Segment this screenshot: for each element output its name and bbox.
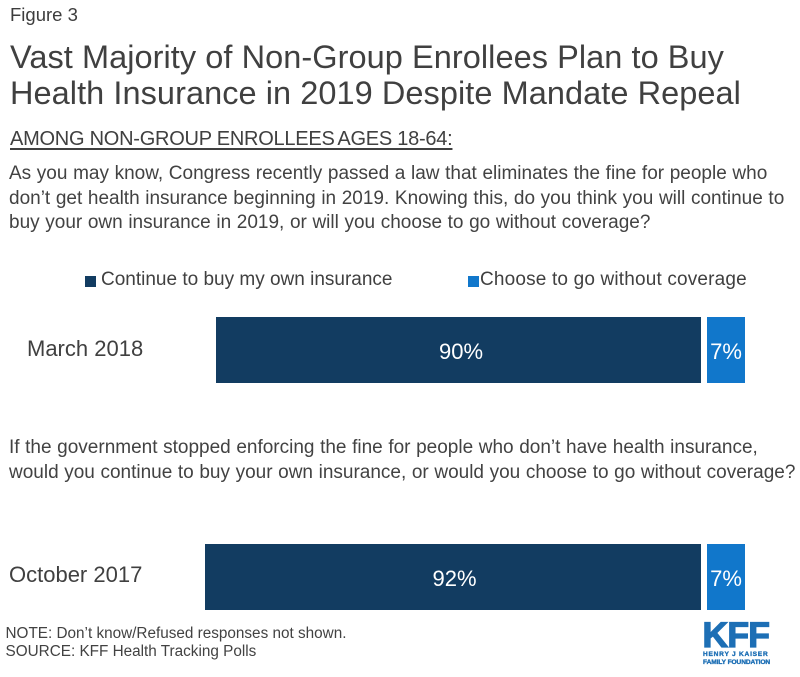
svg-text:FAMILY FOUNDATION: FAMILY FOUNDATION [703,659,770,666]
svg-text:KFF: KFF [703,616,770,655]
svg-text:HENRY J KAISER: HENRY J KAISER [703,651,768,658]
